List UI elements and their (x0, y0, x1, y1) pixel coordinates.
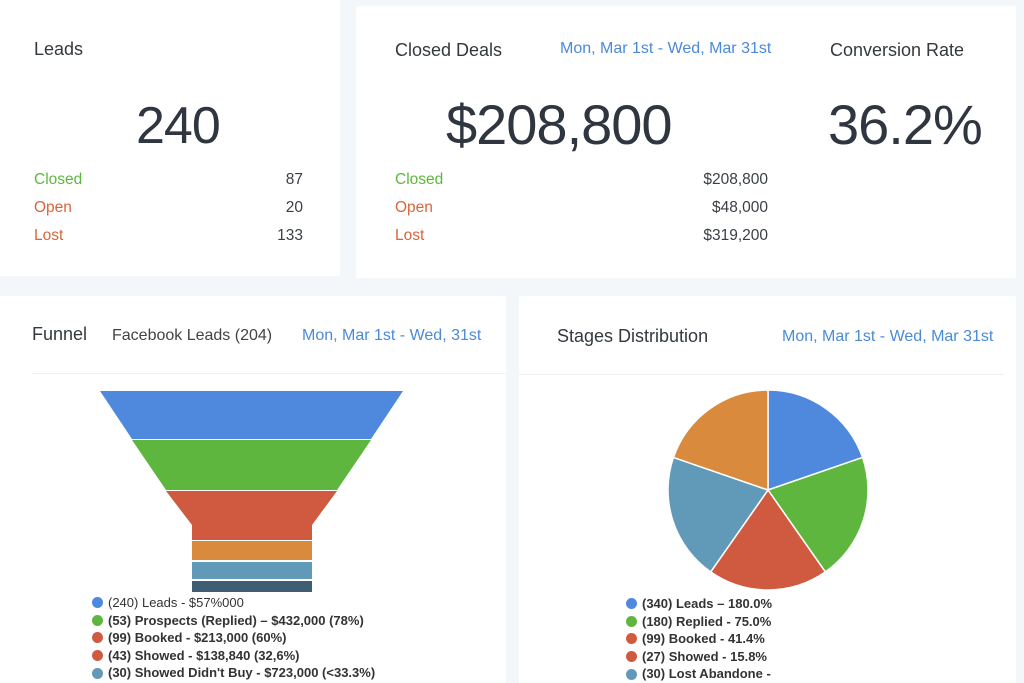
funnel-legend-label: (240) Leads - $57%000 (108, 595, 244, 610)
stages-legend-item: (27) Showed - 15.8% (626, 648, 772, 666)
stages-legend-item: (340) Leads – 180.0% (626, 595, 772, 613)
funnel-legend-item: (43) Showed - $138,840 (32,6%) (92, 647, 375, 665)
funnel-stage-3[interactable] (192, 541, 312, 560)
deals-closed-label: Closed (395, 171, 444, 188)
funnel-stage-5[interactable] (192, 581, 312, 592)
legend-dot-icon (626, 651, 637, 663)
legend-dot-icon (92, 632, 103, 644)
funnel-source-select[interactable]: Facebook Leads (204) (112, 327, 273, 344)
closed-deals-card: Closed Deals Mon, Mar 1st - Wed, Mar 31s… (356, 6, 1016, 278)
deals-lost-value: $319,200 (703, 227, 768, 244)
funnel-chart (100, 391, 403, 592)
funnel-legend-item: (30) Showed Didn't Buy - $723,000 (<33.3… (92, 664, 375, 682)
stages-distribution-card: Stages Distribution Mon, Mar 1st - Wed, … (519, 296, 1016, 683)
leads-total: 240 (136, 97, 221, 155)
funnel-legend: (240) Leads - $57%000 (53) Prospects (Rep… (92, 594, 375, 682)
pie-slice-2[interactable] (709, 488, 827, 591)
funnel-stage-1[interactable] (132, 440, 371, 490)
funnel-legend-label: (53) Prospects (Replied) – $432,000 (78%… (108, 612, 364, 628)
funnel-header-divider (32, 373, 506, 374)
legend-dot-icon (92, 667, 103, 679)
funnel-legend-label: (99) Booked - $213,000 (60%) (108, 630, 287, 646)
funnel-stage-2[interactable] (166, 491, 337, 540)
funnel-stage-0[interactable] (100, 391, 403, 439)
legend-dot-icon (92, 597, 103, 609)
leads-lost-label: Lost (34, 227, 64, 244)
stages-title: Stages Distribution (557, 326, 709, 346)
funnel-legend-item: (240) Leads - $57%000 (92, 594, 375, 612)
funnel-legend-label: (43) Showed - $138,840 (32,6%) (108, 647, 300, 663)
deals-open-value: $48,000 (711, 199, 768, 216)
deals-lost-label: Lost (395, 227, 425, 244)
leads-open-value: 20 (285, 199, 303, 216)
legend-dot-icon (626, 598, 637, 610)
leads-lost-value: 133 (277, 227, 303, 244)
stages-legend-label: (340) Leads – 180.0% (642, 596, 773, 611)
stages-legend-item: (180) Replied - 75.0% (626, 613, 772, 631)
stages-legend-label: (99) Booked - 41.4% (642, 631, 765, 647)
funnel-legend-item: (99) Booked - $213,000 (60%) (92, 629, 375, 647)
stages-legend-item: (30) Lost Abandone - (626, 665, 772, 683)
funnel-legend-item: (53) Prospects (Replied) – $432,000 (78%… (92, 612, 375, 630)
leads-closed-value: 87 (285, 171, 303, 188)
stages-legend-label: (27) Showed - 15.8% (642, 648, 767, 664)
legend-dot-icon (626, 615, 637, 627)
pie-slice-4[interactable] (672, 389, 769, 492)
stages-date-range[interactable]: Mon, Mar 1st - Wed, Mar 31st (782, 328, 994, 345)
closed-deals-title: Closed Deals (395, 40, 503, 60)
leads-title: Leads (34, 39, 84, 59)
closed-deals-date-range[interactable]: Mon, Mar 1st - Wed, Mar 31st (560, 40, 772, 57)
deals-open-label: Open (395, 199, 433, 216)
stages-header-divider (519, 374, 1004, 375)
stages-pie-chart (667, 389, 869, 591)
legend-dot-icon (92, 614, 103, 626)
leads-card: Leads 240 Closed 87 Open 20 Lost 133 (0, 0, 340, 276)
funnel-stage-4[interactable] (192, 562, 312, 579)
legend-dot-icon (626, 668, 637, 680)
stages-legend: (340) Leads – 180.0% (180) Replied - 75.0… (626, 595, 772, 683)
leads-open-label: Open (34, 199, 72, 216)
funnel-card: Funnel Facebook Leads (204) Mon, Mar 1st… (0, 296, 506, 683)
leads-closed-label: Closed (34, 171, 83, 188)
pie-slice-3[interactable] (667, 456, 770, 573)
stages-legend-label: (30) Lost Abandone - (642, 666, 771, 682)
deals-closed-value: $208,800 (703, 171, 768, 188)
conversion-rate-value: 36.2% (828, 93, 983, 156)
funnel-title: Funnel (32, 324, 88, 344)
conversion-rate-title: Conversion Rate (830, 40, 965, 60)
funnel-date-range[interactable]: Mon, Mar 1st - Wed, 31st (302, 327, 482, 344)
stages-legend-item: (99) Booked - 41.4% (626, 630, 772, 648)
closed-deals-total: $208,800 (446, 93, 673, 156)
legend-dot-icon (626, 633, 637, 645)
funnel-legend-label: (30) Showed Didn't Buy - $723,000 (<33.3… (108, 665, 376, 681)
stages-legend-label: (180) Replied - 75.0% (642, 613, 772, 629)
legend-dot-icon (92, 650, 103, 662)
pie-slice-1[interactable] (766, 456, 869, 573)
